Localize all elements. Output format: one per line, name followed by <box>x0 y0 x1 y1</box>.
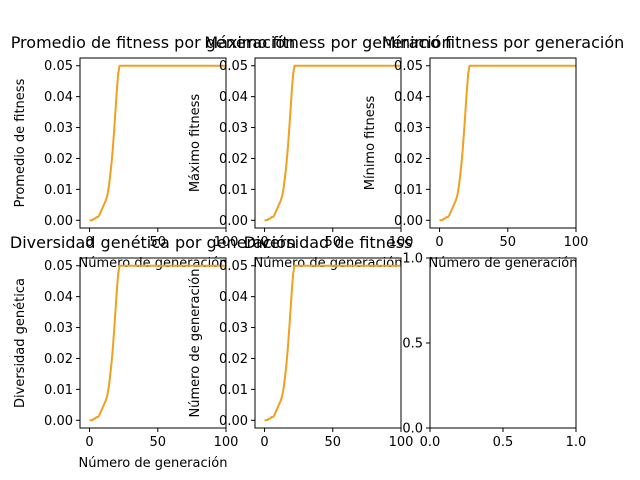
y-tick-label: 0.02 <box>219 152 248 167</box>
y-tick-label: 0.5 <box>402 337 423 352</box>
series-line-2-1 <box>264 64 401 222</box>
x-tick-label: 0.5 <box>493 435 514 450</box>
series-line-1-1 <box>89 64 226 222</box>
y-tick-label: 0.04 <box>44 90 73 105</box>
series-line-4-1 <box>89 264 226 422</box>
y-tick-label: 0.04 <box>219 90 248 105</box>
axes-frame <box>254 257 402 429</box>
y-tick-label: 0.03 <box>44 321 73 336</box>
axes-frame <box>429 257 577 429</box>
x-tick-label: 0 <box>85 435 93 450</box>
x-axis-label: Número de generación <box>254 256 403 271</box>
chart-title: Diversidad genética por generación <box>10 233 296 252</box>
y-tick-label: 0.03 <box>219 121 248 136</box>
x-tick-label: 100 <box>389 435 414 450</box>
chart-title: Mínimo fitness por generación <box>382 33 625 52</box>
y-axis-label: Mínimo fitness <box>363 96 378 191</box>
chart-title: Diversidad de fitness <box>244 233 413 252</box>
axes-frame <box>79 57 227 229</box>
y-axis-label: Número de generación <box>188 269 203 418</box>
x-tick-label: 50 <box>325 235 342 250</box>
y-tick-label: 0.00 <box>44 214 73 229</box>
x-tick-label: 100 <box>214 435 239 450</box>
y-tick-label: 0.05 <box>44 59 73 74</box>
subplot-1: 0 50 100 0.00 0.01 0.02 0.03 0.04 0.05 Promedio d… <box>11 33 296 271</box>
subplot-2: 0 50 100 0.00 0.01 0.02 0.03 0.04 0.05 Máximo fit… <box>188 33 452 271</box>
subplot-6: 0.0 0.5 1.0 0.0 0.5 1.0 <box>402 252 586 451</box>
y-tick-label: 0.05 <box>219 259 248 274</box>
y-tick-label: 0.02 <box>219 352 248 367</box>
axes-frame <box>429 57 577 229</box>
subplot-4: 0 50 100 0.00 0.01 0.02 0.03 0.04 0.05 Diversidad… <box>10 233 296 471</box>
subplot-3: 0 50 100 0.00 0.01 0.02 0.03 0.04 0.05 Mínimo fit… <box>363 33 624 271</box>
y-tick-label: 0.05 <box>44 259 73 274</box>
y-tick-label: 0.05 <box>394 59 423 74</box>
x-tick-label: 100 <box>214 235 239 250</box>
y-tick-label: 0.00 <box>394 214 423 229</box>
y-tick-label: 0.01 <box>219 183 248 198</box>
y-axis-label: Diversidad genética <box>13 278 28 408</box>
chart-title: Promedio de fitness por generación <box>11 33 296 52</box>
y-tick-label: 1.0 <box>402 252 423 267</box>
y-tick-label: 0.01 <box>44 183 73 198</box>
series-line-5-1 <box>264 264 401 422</box>
x-tick-label: 0 <box>260 235 268 250</box>
x-tick-label: 1.0 <box>566 435 587 450</box>
x-tick-label: 0 <box>260 435 268 450</box>
x-axis-label: Número de generación <box>79 456 228 471</box>
y-tick-label: 0.02 <box>44 352 73 367</box>
x-tick-label: 0 <box>435 235 443 250</box>
series-line-3-1 <box>439 64 576 222</box>
y-tick-label: 0.03 <box>219 321 248 336</box>
y-tick-label: 0.00 <box>219 214 248 229</box>
y-tick-label: 0.01 <box>219 383 248 398</box>
y-axis-label: Promedio de fitness <box>13 78 28 207</box>
x-tick-label: 50 <box>325 435 342 450</box>
x-tick-label: 50 <box>150 235 167 250</box>
x-axis-label: Número de generación <box>79 256 228 271</box>
subplot-5: 0 50 100 0.00 0.01 0.02 0.03 0.04 0.05 Número de … <box>188 233 413 450</box>
y-tick-label: 0.05 <box>219 59 248 74</box>
x-tick-label: 50 <box>500 235 517 250</box>
y-tick-label: 0.01 <box>394 183 423 198</box>
x-tick-label: 100 <box>564 235 589 250</box>
chart-title: Máximo fitness por generación <box>204 33 451 52</box>
x-axis-label: Número de generación <box>429 256 578 271</box>
y-tick-label: 0.04 <box>44 290 73 305</box>
y-tick-label: 0.04 <box>219 290 248 305</box>
y-tick-label: 0.02 <box>394 152 423 167</box>
y-tick-label: 0.03 <box>394 121 423 136</box>
y-tick-label: 0.00 <box>44 414 73 429</box>
axes-frame <box>254 57 402 229</box>
y-tick-label: 0.04 <box>394 90 423 105</box>
y-tick-label: 0.00 <box>219 414 248 429</box>
x-tick-label: 0 <box>85 235 93 250</box>
y-tick-label: 0.01 <box>44 383 73 398</box>
x-tick-label: 50 <box>150 435 167 450</box>
y-tick-label: 0.03 <box>44 121 73 136</box>
x-tick-label: 0.0 <box>420 435 441 450</box>
x-tick-label: 100 <box>389 235 414 250</box>
axes-frame <box>79 257 227 429</box>
y-tick-label: 0.02 <box>44 152 73 167</box>
y-tick-label: 0.0 <box>402 422 423 437</box>
y-axis-label: Máximo fitness <box>188 94 203 193</box>
